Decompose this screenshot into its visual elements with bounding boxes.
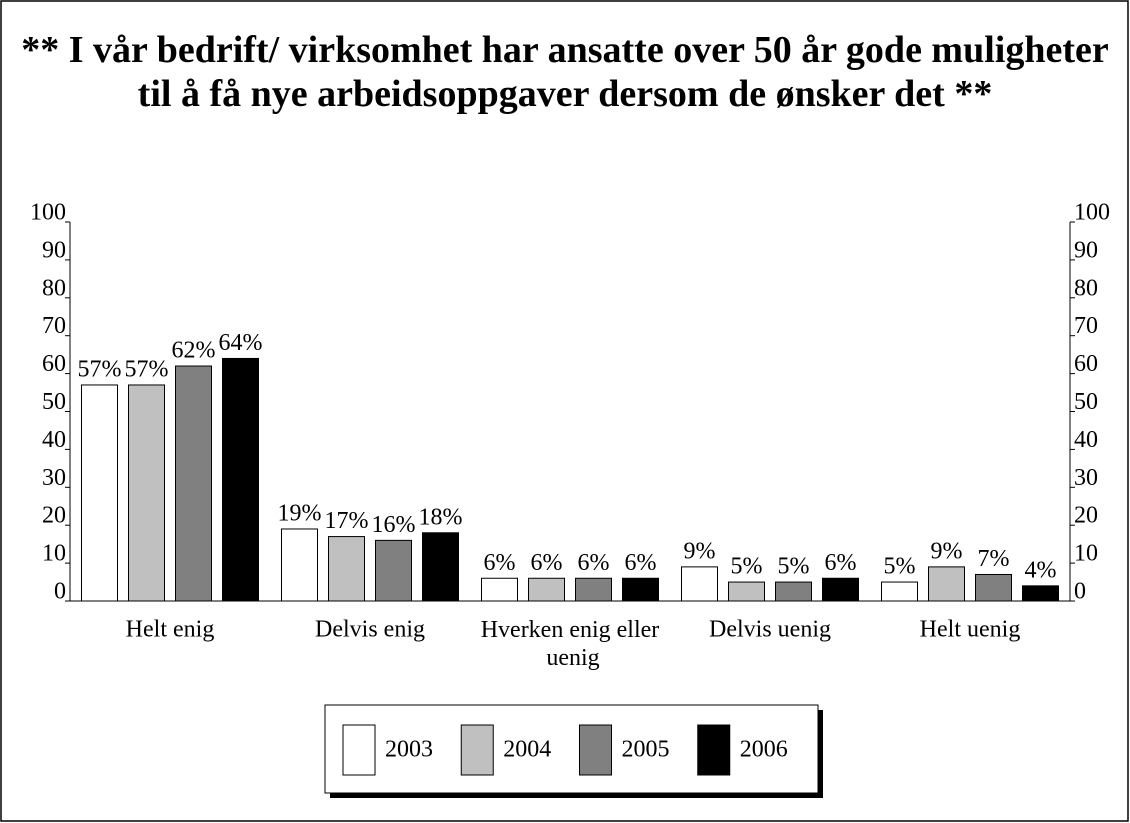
legend-label: 2005: [622, 737, 670, 763]
y2-tick-label: 0: [1074, 579, 1086, 605]
legend-swatch: [579, 724, 612, 776]
legend-box: [324, 704, 819, 794]
y-tick-label: 20: [42, 503, 66, 529]
y2-tick-label: 40: [1074, 427, 1098, 453]
bar: [681, 566, 718, 602]
value-label: 57%: [125, 356, 169, 382]
value-label: 57%: [78, 356, 122, 382]
bar: [375, 539, 412, 602]
chart-title: ** I vår bedrift/ virksomhet har ansatte…: [21, 29, 1109, 115]
bar: [281, 528, 318, 602]
y2-tick-label: 10: [1074, 541, 1098, 567]
x-tick-label: Delvis enig: [315, 617, 425, 643]
y-tick-label: 70: [42, 313, 66, 339]
value-label: 62%: [172, 338, 216, 364]
value-label: 4%: [1025, 557, 1057, 583]
y-tick-label: 80: [42, 275, 66, 301]
y2-tick-label: 90: [1074, 237, 1098, 263]
legend-label: 2003: [385, 737, 433, 763]
value-label: 6%: [578, 550, 610, 576]
value-label: 64%: [219, 330, 263, 356]
value-label: 5%: [884, 554, 916, 580]
y2-tick-label: 30: [1074, 465, 1098, 491]
y2-tick-label: 70: [1074, 313, 1098, 339]
y2-tick-label: 60: [1074, 351, 1098, 377]
y-tick-label: 40: [42, 427, 66, 453]
bar: [222, 357, 259, 602]
bar: [128, 384, 165, 602]
bar: [575, 577, 612, 602]
bar: [881, 581, 918, 602]
value-label: 9%: [684, 538, 716, 564]
value-label: 18%: [419, 504, 463, 530]
legend-swatch: [342, 724, 376, 776]
y-tick-label: 100: [30, 200, 66, 226]
value-label: 9%: [931, 538, 963, 564]
legend-swatch: [697, 724, 731, 776]
bar: [528, 577, 565, 602]
bar: [175, 365, 212, 602]
y2-tick-label: 80: [1074, 275, 1098, 301]
x-tick-label: Helt enig: [126, 617, 215, 643]
y-tick-label: 0: [54, 579, 66, 605]
bar: [622, 577, 659, 602]
value-label: 19%: [278, 500, 322, 526]
bar: [328, 536, 365, 602]
y-tick-label: 90: [42, 237, 66, 263]
value-label: 16%: [372, 512, 416, 538]
bar: [81, 384, 118, 602]
value-label: 6%: [531, 550, 563, 576]
bar: [422, 532, 459, 602]
value-label: 5%: [731, 554, 763, 580]
y-tick-label: 60: [42, 351, 66, 377]
legend-label: 2004: [503, 737, 551, 763]
value-label: 6%: [484, 550, 516, 576]
bar: [775, 581, 812, 602]
value-label: 6%: [625, 550, 657, 576]
bar: [975, 573, 1012, 602]
bar: [928, 566, 965, 602]
y2-tick-label: 20: [1074, 503, 1098, 529]
x-tick-label: Delvis uenig: [709, 617, 831, 643]
x-tick-label: Helt uenig: [920, 617, 1021, 643]
y-tick-label: 10: [42, 541, 66, 567]
y-tick-label: 30: [42, 465, 66, 491]
bar: [728, 581, 765, 602]
value-label: 17%: [325, 508, 369, 534]
bar: [1022, 585, 1059, 602]
y2-tick-label: 100: [1074, 200, 1110, 226]
value-label: 6%: [825, 550, 857, 576]
x-tick-label: Hverken enig eller uenig: [481, 617, 660, 671]
y-tick-label: 50: [42, 389, 66, 415]
bar: [822, 577, 859, 602]
value-label: 5%: [778, 554, 810, 580]
y2-tick-label: 50: [1074, 389, 1098, 415]
value-label: 7%: [978, 546, 1010, 572]
legend-label: 2006: [740, 737, 788, 763]
legend-swatch: [460, 724, 494, 776]
bar: [481, 577, 518, 602]
